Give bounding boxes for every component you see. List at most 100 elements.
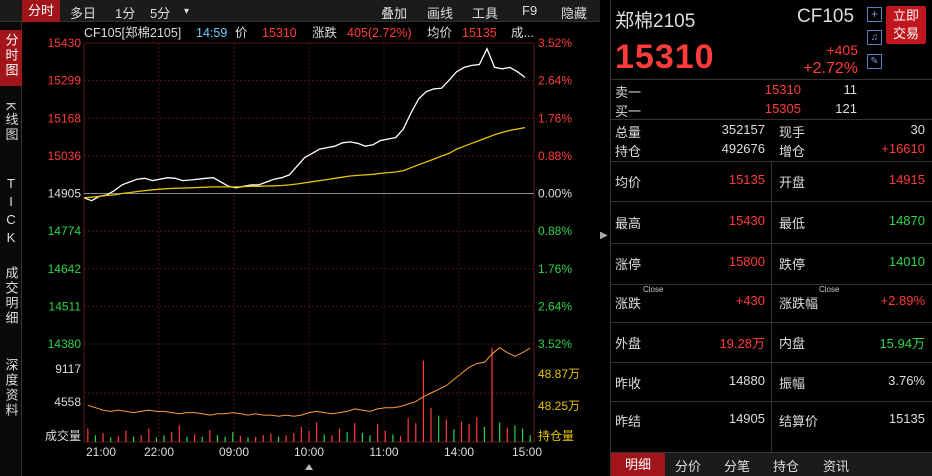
average-price-line (83, 126, 526, 199)
close-tag: Close (819, 285, 840, 294)
chart-avg-value: 15135 (462, 26, 497, 40)
chart-svg: CF105[郑棉2105] 14:59 价 15310 涨跌 405(2.72%… (45, 25, 580, 470)
prev-settle-label: 昨结 (615, 414, 642, 429)
oi-tick-label: 48.87万 (538, 367, 580, 381)
nav-label: 分时图 (3, 33, 19, 78)
tab-news[interactable]: 资讯 (823, 459, 850, 474)
chart-change-value: 405(2.72%) (347, 26, 412, 40)
percent-tick-label: 3.52% (538, 36, 572, 50)
high-low-row: 最高 15430 最低 14870 (611, 213, 932, 233)
tab-trade-detail[interactable]: 明细 (611, 453, 666, 476)
last-price: 15310 (615, 38, 715, 76)
outer-volume-label: 外盘 (615, 336, 642, 351)
open-price-label: 开盘 (779, 175, 806, 190)
nav-label: 成交明细 (3, 266, 19, 326)
time-tick-label: 10:00 (294, 445, 324, 459)
tab-intraday[interactable]: 分时 (22, 0, 61, 22)
chart-price-label: 价 (235, 26, 248, 40)
trade-now-button[interactable]: 立即 交易 (886, 6, 926, 44)
chart-change-label: 涨跌 (312, 25, 338, 40)
nav-depth-info[interactable]: 深度资料 (0, 358, 22, 434)
nav-label: 深度资料 (3, 358, 19, 418)
nav-label: TICK (3, 176, 19, 248)
nav-tick[interactable]: TICK (0, 176, 22, 252)
divider (611, 243, 932, 244)
chart-time: 14:59 (196, 26, 227, 40)
nav-trade-detail[interactable]: 成交明细 (0, 266, 22, 342)
edit-icon[interactable]: ✎ (867, 54, 882, 69)
percent-tick-label: 3.52% (538, 337, 572, 351)
divider (611, 401, 932, 402)
price-tick-label: 14905 (48, 187, 82, 201)
divider (611, 119, 932, 120)
oi-row: 持仓 492676 增仓 +16610 (611, 141, 932, 161)
add-icon[interactable]: + (867, 7, 882, 22)
settle-label: 结算价 (779, 414, 819, 429)
volume-label: 成交量 (45, 428, 81, 443)
ask1-row: 卖一 15310 11 (611, 82, 932, 102)
limit-up-price: 15800 (728, 254, 765, 269)
tab-1min[interactable]: 1分 (115, 6, 136, 21)
avg-price: 15135 (728, 172, 765, 187)
tab-price-breakdown[interactable]: 分价 (675, 459, 702, 474)
divider (611, 362, 932, 363)
bid1-volume: 121 (835, 101, 857, 116)
time-tick-label: 21:00 (86, 445, 116, 459)
chevron-down-icon[interactable]: ▾ (184, 6, 190, 17)
price-tick-label: 14774 (48, 224, 82, 238)
change-pct-value: +2.89% (880, 293, 925, 308)
nav-kline-chart[interactable]: K线图 (0, 102, 22, 158)
change-row: 涨跌 Close +430 涨跌幅 Close +2.89% (611, 285, 932, 313)
time-tick-label: 22:00 (144, 445, 174, 459)
divider (611, 79, 932, 80)
hide-button[interactable]: 隐藏 (561, 6, 588, 21)
bid1-row: 买一 15305 121 (611, 101, 932, 121)
open-interest: 492676 (721, 141, 765, 156)
price-tick-label: 15299 (48, 74, 82, 88)
oi-label: 持仓量 (538, 428, 574, 443)
tab-tick-breakdown[interactable]: 分笔 (724, 459, 751, 474)
oi-tick-label: 48.25万 (538, 399, 580, 413)
time-axis: 21:00 22:00 09:00 10:00 11:00 14:00 15:00 (86, 445, 542, 470)
ask1-volume: 11 (843, 82, 858, 97)
tab-5min[interactable]: 5分 (150, 6, 171, 21)
open-interest-label: 持仓 (615, 144, 642, 159)
open-price: 14915 (888, 172, 925, 187)
nav-intraday-chart[interactable]: 分时图 (0, 30, 22, 86)
volume-row: 总量 352157 现手 30 (611, 122, 932, 142)
volume-tick-label: 4558 (54, 395, 81, 409)
limit-down-label: 跌停 (779, 257, 806, 272)
price-line (83, 47, 526, 202)
collapse-panel-arrow-icon[interactable]: ▶ (600, 230, 608, 241)
column-divider (771, 161, 772, 452)
tab-multiday[interactable]: 多日 (70, 6, 97, 21)
f9-button[interactable]: F9 (522, 3, 538, 18)
scroll-up-arrow-icon (305, 464, 313, 470)
low-label: 最低 (779, 216, 806, 231)
draw-line-button[interactable]: 画线 (427, 6, 454, 21)
volume-bars (87, 347, 531, 442)
outer-volume: 19.28万 (719, 336, 765, 351)
outer-inner-row: 外盘 19.28万 内盘 15.94万 (611, 333, 932, 353)
oi-change-label: 增仓 (779, 144, 806, 159)
limit-down-price: 14010 (888, 254, 925, 269)
tab-positions[interactable]: 持仓 (773, 459, 800, 474)
time-tick-label: 14:00 (444, 445, 474, 459)
price-tick-label: 14380 (48, 337, 82, 351)
divider (611, 284, 932, 285)
overlay-button[interactable]: 叠加 (381, 6, 408, 21)
settle-price: 15135 (888, 411, 925, 426)
price-change: +405 (826, 42, 858, 58)
price-axis: 15430 15299 15168 15036 14905 14774 14642 14511… (45, 36, 81, 443)
nav-label: K线图 (3, 102, 19, 143)
percent-tick-label: 2.64% (538, 74, 572, 88)
price-tick-label: 15430 (48, 36, 82, 50)
intraday-chart[interactable]: CF105[郑棉2105] 14:59 价 15310 涨跌 405(2.72%… (22, 22, 600, 476)
time-tick-label: 11:00 (369, 445, 398, 459)
tools-button[interactable]: 工具 (472, 6, 499, 21)
left-nav: 分时图 K线图 TICK 成交明细 深度资料 (0, 22, 22, 476)
bell-icon[interactable]: ♫ (867, 30, 882, 45)
quote-panel: 郑棉2105 CF105 + ♫ ✎ 立即 交易 15310 +405 +2.7… (610, 0, 932, 476)
percent-tick-label: 2.64% (538, 299, 572, 313)
percent-tick-label: 1.76% (538, 111, 572, 125)
